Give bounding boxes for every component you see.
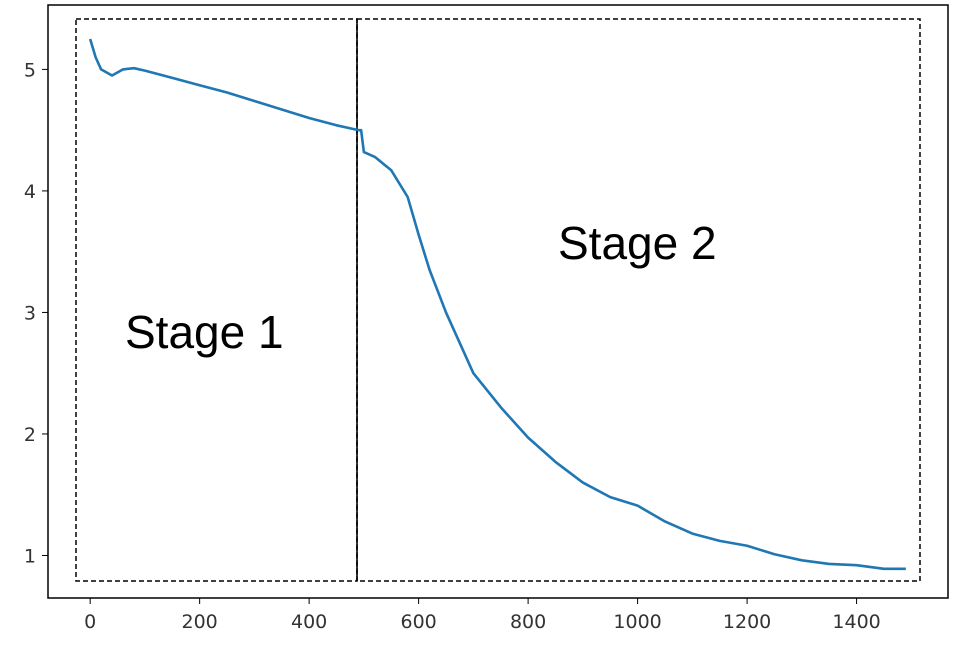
- x-tick-label: 1400: [832, 611, 880, 633]
- y-tick-label: 2: [24, 424, 36, 446]
- x-tick-label: 200: [182, 611, 218, 633]
- annotation: Stage 2: [558, 217, 717, 269]
- y-tick-label: 4: [24, 181, 36, 203]
- plot-frame: [47, 4, 949, 599]
- y-tick-label: 1: [24, 545, 36, 567]
- x-tick-label: 1200: [723, 611, 771, 633]
- stage-1-box: [75, 18, 358, 582]
- y-tick-label: 3: [24, 302, 36, 324]
- x-tick-label: 0: [84, 611, 96, 633]
- x-tick-label: 1000: [613, 611, 661, 633]
- x-tick-label: 400: [291, 611, 327, 633]
- y-tick-label: 5: [24, 59, 36, 81]
- x-tick-label: 600: [400, 611, 436, 633]
- annotation: Stage 1: [125, 306, 284, 358]
- x-tick-label: 800: [510, 611, 546, 633]
- data-line: [88, 38, 906, 571]
